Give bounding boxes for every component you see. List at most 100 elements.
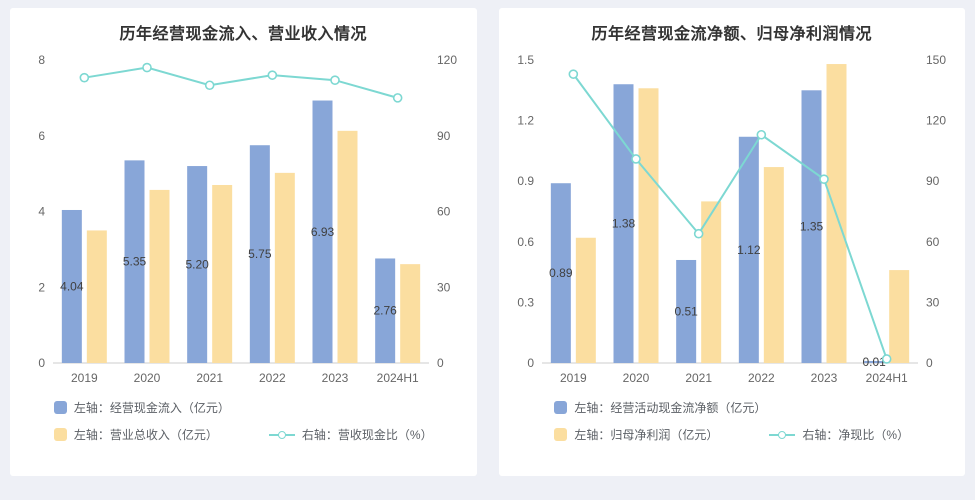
bar-value-label: 5.20 <box>186 258 210 272</box>
legend-item-operating-net-cashflow[interactable]: 左轴：经营活动现金流净额（亿元） <box>554 399 769 416</box>
bar <box>124 160 145 363</box>
left-axis-tick: 6 <box>39 129 46 143</box>
bar-line-chart-net-cashflow-profit: 0 0.3 0.6 0.9 1.2 1.5 0 30 60 90 120 150 2019 2020 202… <box>517 53 946 385</box>
left-axis-tick: 0.6 <box>517 235 534 249</box>
bar <box>337 130 358 363</box>
bar <box>149 189 170 363</box>
right-axis-tick: 0 <box>926 356 933 370</box>
bar <box>62 209 83 363</box>
category-label: 2020 <box>134 371 161 385</box>
left-axis-tick: 1.5 <box>517 53 534 67</box>
bar <box>638 88 659 363</box>
category-label: 2020 <box>622 371 649 385</box>
legend-item-total-revenue[interactable]: 左轴：营业总收入（亿元） <box>53 426 269 443</box>
line-marker <box>393 93 403 103</box>
legend-item-net-cash-ratio[interactable]: 右轴：净现比（%） <box>769 426 909 443</box>
right-axis-tick: 120 <box>437 53 457 67</box>
legend-swatch-blue <box>53 401 67 414</box>
line-marker <box>79 72 90 83</box>
legend-swatch-yellow <box>53 428 67 441</box>
bar <box>550 183 571 363</box>
bar <box>801 90 822 364</box>
category-label: 2023 <box>322 371 349 385</box>
trend-line <box>572 73 888 360</box>
report-charts-page: 历年经营现金流入、营业收入情况 0 2 4 6 8 0 30 60 90 120 2019 2020 2… <box>10 8 965 476</box>
bar-value-label: 4.04 <box>60 279 84 293</box>
line-marker <box>881 354 892 364</box>
right-axis-tick: 0 <box>437 356 444 370</box>
legend-label: 左轴：归母净利润（亿元） <box>574 428 719 442</box>
bar <box>675 259 696 363</box>
legend-swatch-blue <box>554 401 568 414</box>
legend-line-marker-icon <box>268 429 295 441</box>
bar <box>275 172 296 363</box>
right-axis-tick: 60 <box>437 205 451 219</box>
right-axis-tick: 60 <box>926 235 940 249</box>
legend: 左轴：经营现金流入（亿元） 左轴：营业总收入（亿元） 右轴：营收现金比（%） <box>53 399 433 443</box>
right-axis-tick: 120 <box>926 114 946 128</box>
bar <box>312 100 333 363</box>
left-axis-tick: 0.9 <box>517 174 534 188</box>
bar-value-label: 0.51 <box>674 304 698 318</box>
line-marker <box>142 62 153 73</box>
bar <box>575 237 596 363</box>
right-axis-tick: 30 <box>437 280 451 294</box>
bar-value-label: 5.75 <box>248 247 272 261</box>
line-marker <box>693 228 704 239</box>
legend-label: 左轴：经营现金流入（亿元） <box>73 401 230 415</box>
legend-item-net-profit[interactable]: 左轴：归母净利润（亿元） <box>554 426 769 443</box>
bar <box>400 264 421 363</box>
bar-value-label: 2.76 <box>374 304 398 318</box>
bar-value-label: 6.93 <box>311 225 335 239</box>
left-axis-tick: 4 <box>39 205 46 219</box>
left-axis-tick: 2 <box>39 280 46 294</box>
legend-label: 右轴：净现比（%） <box>802 428 910 442</box>
legend-label: 左轴：营业总收入（亿元） <box>73 428 218 442</box>
bar-line-chart-cash-inflow-revenue: 0 2 4 6 8 0 30 60 90 120 2019 2020 2021 2022 2023 2024H… <box>39 53 458 385</box>
bar-value-label: 1.38 <box>612 217 636 231</box>
line-marker <box>205 80 215 91</box>
bar <box>613 84 634 364</box>
left-axis-tick: 1.2 <box>517 114 534 128</box>
right-axis-tick: 90 <box>926 174 940 188</box>
chart-panel-cash-inflow-revenue: 历年经营现金流入、营业收入情况 0 2 4 6 8 0 30 60 90 120 2019 2020 2… <box>10 8 477 476</box>
chart-title: 历年经营现金流净额、归母净利润情况 <box>591 26 872 43</box>
line-marker <box>568 69 578 79</box>
category-label: 2021 <box>685 371 712 385</box>
bar <box>375 258 396 363</box>
legend-label: 左轴：经营活动现金流净额（亿元） <box>574 401 767 415</box>
left-axis-tick: 0.3 <box>517 295 534 309</box>
line-marker <box>756 129 766 140</box>
bar <box>187 166 208 363</box>
category-label: 2019 <box>560 371 587 385</box>
category-label: 2019 <box>71 371 98 385</box>
category-label: 2022 <box>748 371 775 385</box>
bar-value-label: 1.12 <box>737 243 761 257</box>
chart-title: 历年经营现金流入、营业收入情况 <box>119 26 367 43</box>
bar-value-label: 0.89 <box>549 266 573 280</box>
category-label: 2023 <box>810 371 837 385</box>
line-marker <box>330 75 341 86</box>
category-label: 2024H1 <box>377 371 419 385</box>
category-label: 2024H1 <box>865 371 907 385</box>
bar-value-label: 1.35 <box>800 220 824 234</box>
bar <box>763 167 784 363</box>
bar <box>888 270 909 363</box>
right-axis-tick: 90 <box>437 129 451 143</box>
legend-swatch-yellow <box>554 428 568 441</box>
bar <box>738 136 759 363</box>
bar <box>87 230 108 363</box>
right-axis-tick: 30 <box>926 295 940 309</box>
legend-item-cash-inflow[interactable]: 左轴：经营现金流入（亿元） <box>53 399 269 416</box>
legend-item-revenue-cash-ratio[interactable]: 右轴：营收现金比（%） <box>268 426 433 443</box>
line-marker <box>630 154 641 164</box>
chart-panel-net-cashflow-profit: 历年经营现金流净额、归母净利润情况 0 0.3 0.6 0.9 1.2 1.5 0 30 60 9… <box>498 8 965 476</box>
left-axis-tick: 8 <box>39 53 46 67</box>
left-axis-tick: 0 <box>527 356 534 370</box>
bar <box>700 201 721 363</box>
bar <box>250 145 271 363</box>
left-axis-tick: 0 <box>39 356 46 370</box>
legend-label: 右轴：营收现金比（%） <box>301 428 433 442</box>
right-axis-tick: 150 <box>926 53 946 67</box>
line-marker <box>818 174 829 184</box>
